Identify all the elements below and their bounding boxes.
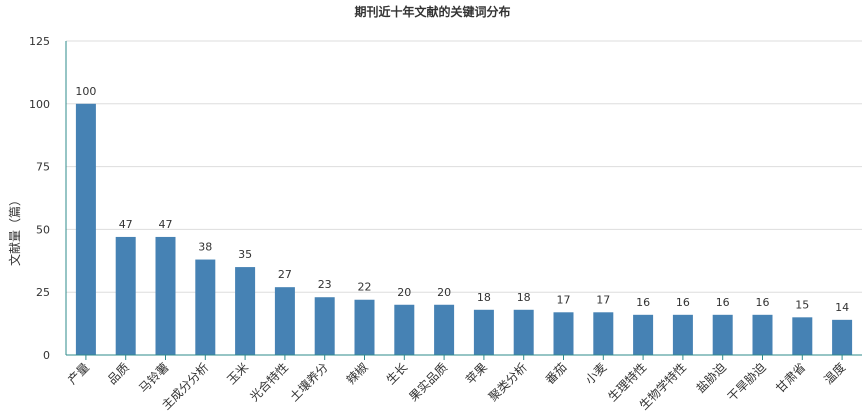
x-tick-label: 土壤养分 xyxy=(286,360,331,405)
bar xyxy=(633,314,654,355)
bar xyxy=(513,309,534,355)
x-tick-label: 苹果 xyxy=(463,360,490,387)
data-label: 15 xyxy=(795,298,809,311)
bar xyxy=(75,103,96,355)
data-label: 23 xyxy=(318,278,332,291)
bar xyxy=(155,236,176,355)
x-tick-label: 小麦 xyxy=(583,360,610,387)
x-tick-label: 玉米 xyxy=(224,360,251,387)
bar xyxy=(593,312,614,355)
x-tick-label: 干旱胁迫 xyxy=(724,360,769,405)
bar xyxy=(553,312,574,355)
x-tick-label: 盐胁迫 xyxy=(693,360,729,396)
bars xyxy=(75,103,853,355)
data-label: 16 xyxy=(756,296,770,309)
bar xyxy=(752,314,773,355)
data-labels: 100 47 47 38 35 27 23 22 20 20 18 18 17 17 16 16 16 16 15 1… xyxy=(75,85,849,314)
bar xyxy=(672,314,693,355)
data-label: 18 xyxy=(517,291,531,304)
data-label: 18 xyxy=(477,291,491,304)
x-tick-label: 聚类分析 xyxy=(486,360,530,404)
bar xyxy=(712,314,733,355)
data-label: 17 xyxy=(557,293,571,306)
x-tick-label: 马铃薯 xyxy=(136,360,172,396)
bar xyxy=(115,236,136,355)
x-tick-label: 辣椒 xyxy=(344,360,371,387)
y-tick-label: 50 xyxy=(36,223,50,236)
data-label: 16 xyxy=(676,296,690,309)
data-label: 20 xyxy=(437,286,451,299)
y-axis-label: 文献量（篇） xyxy=(7,194,22,266)
x-tick-label: 果实品质 xyxy=(406,360,451,405)
data-label: 20 xyxy=(397,286,411,299)
bar xyxy=(354,299,375,355)
data-label: 16 xyxy=(716,296,730,309)
bar xyxy=(314,297,335,355)
x-tick-label: 光合特性 xyxy=(246,360,291,405)
bar xyxy=(274,287,295,355)
x-tick-label: 产量 xyxy=(65,360,92,387)
y-tick-label: 125 xyxy=(29,35,50,48)
chart-title: 期刊近十年文献的关键词分布 xyxy=(354,5,511,19)
data-label: 38 xyxy=(198,241,212,254)
x-tick-label: 甘肃省 xyxy=(773,360,808,395)
bar xyxy=(434,304,455,355)
data-label: 14 xyxy=(835,301,849,314)
bar xyxy=(195,259,216,355)
data-label: 47 xyxy=(119,218,133,231)
gridlines xyxy=(66,40,862,293)
data-label: 17 xyxy=(596,293,610,306)
y-tick-label: 100 xyxy=(29,98,50,111)
data-label: 27 xyxy=(278,268,292,281)
x-tick-label: 品质 xyxy=(105,360,132,387)
y-tick-label: 0 xyxy=(43,349,50,362)
bar xyxy=(832,319,853,355)
y-tick-label: 75 xyxy=(36,161,50,174)
x-tick-label: 温度 xyxy=(821,360,849,388)
data-label: 16 xyxy=(636,296,650,309)
data-label: 100 xyxy=(75,85,96,98)
bar xyxy=(235,267,256,355)
bar xyxy=(792,317,813,355)
x-tick-label: 生长 xyxy=(384,360,411,387)
data-label: 47 xyxy=(159,218,173,231)
y-tick-label: 25 xyxy=(36,286,50,299)
data-label: 35 xyxy=(238,248,252,261)
data-label: 22 xyxy=(358,281,372,294)
bar xyxy=(394,304,415,355)
x-tick-label: 番茄 xyxy=(543,360,570,387)
bar xyxy=(473,309,494,355)
